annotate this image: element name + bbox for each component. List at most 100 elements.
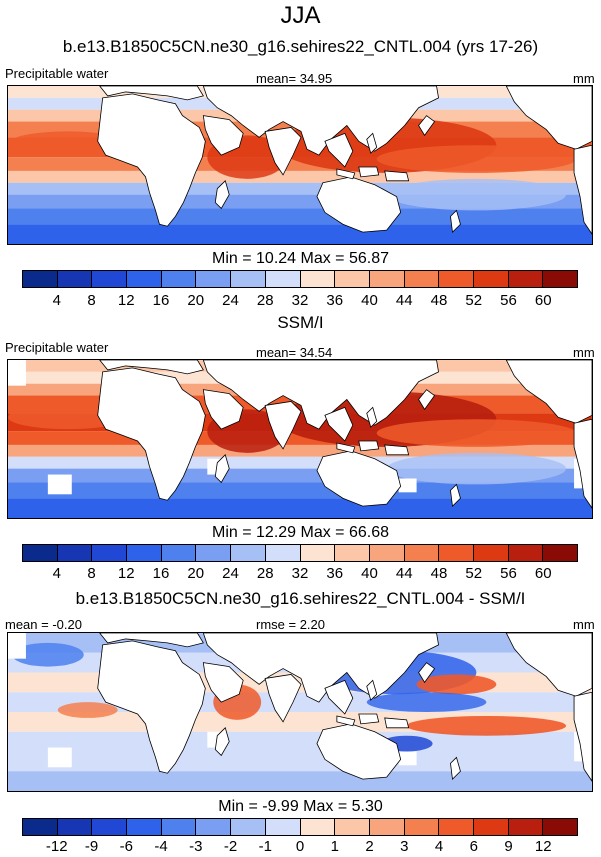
panel-3-min-max: Min = -9.99 Max = 5.30 [218, 798, 383, 815]
colorbar-swatch [543, 819, 577, 835]
land-europe [99, 633, 204, 648]
land-africa [97, 93, 206, 227]
land-indonesia2 [358, 440, 380, 452]
colorbar-tick-label: -4 [154, 838, 168, 855]
colorbar-tick-label: 6 [469, 838, 478, 855]
colorbar-swatch [127, 819, 162, 835]
land-madagascar [214, 180, 230, 210]
colorbar-swatch [161, 271, 197, 287]
panel-1-colorbar [22, 270, 578, 288]
land-namerica [505, 633, 592, 697]
colorbar-tick-label: 4 [434, 838, 444, 855]
colorbar-tick-label: -1 [258, 838, 272, 855]
panel-3-colorbar [22, 818, 578, 836]
panel-3-colorbar-ticks: -12 -9 -6 -4 -3 -2 -1 0 1 2 3 4 6 9 12 [22, 838, 578, 856]
colorbar-swatch [404, 545, 440, 561]
panel-1-map [7, 85, 593, 245]
itcz-plume [376, 419, 577, 447]
colorbar-swatch [127, 545, 162, 561]
colorbar-swatch [404, 271, 440, 287]
land-indonesia1 [336, 715, 356, 727]
ocean-band [8, 771, 592, 791]
colorbar-tick-label: 4 [52, 565, 61, 582]
land-samerica [573, 144, 592, 235]
land-madagascar [214, 727, 230, 757]
colorbar-tick-label: 56 [500, 292, 517, 309]
colorbar-tick-label: 28 [256, 565, 274, 582]
spcz-dry [386, 452, 567, 485]
colorbar-tick-label: 24 [222, 565, 239, 582]
neg-anomaly [366, 692, 487, 712]
colorbar-swatch [300, 545, 336, 561]
colorbar-tick-label: -6 [119, 838, 133, 855]
colorbar-tick-label: 2 [365, 838, 374, 855]
colorbar-swatch [265, 819, 301, 835]
colorbar-swatch [231, 819, 266, 835]
land-philippines [366, 406, 378, 428]
colorbar-swatch [369, 271, 405, 287]
colorbar-swatch [92, 545, 128, 561]
panel-1-title: b.e13.B1850C5CN.ne30_g16.sehires22_CNTL.… [62, 37, 539, 56]
panel-2-units-label: mm [573, 345, 595, 360]
panel-3-title: b.e13.B1850C5CN.ne30_g16.sehires22_CNTL.… [75, 589, 526, 608]
colorbar-swatch [543, 545, 577, 561]
colorbar-tick-label: -12 [45, 838, 68, 855]
colorbar-tick-label: 0 [295, 838, 305, 855]
colorbar-tick-label: 12 [117, 292, 135, 309]
land-asia [202, 86, 439, 156]
atlantic-itcz [8, 131, 128, 156]
colorbar-swatch [439, 545, 474, 561]
colorbar-tick-label: 60 [534, 565, 552, 582]
colorbar-swatch [92, 271, 128, 287]
ocean-band [8, 208, 592, 225]
land-arabia [202, 389, 244, 430]
panel-1-units-label: mm [573, 71, 595, 86]
colorbar-swatch [335, 545, 370, 561]
colorbar-tick-label: -2 [223, 838, 238, 855]
colorbar-tick-label: 32 [291, 565, 309, 582]
colorbar-tick-label: 52 [465, 292, 483, 309]
colorbar-swatch [127, 271, 162, 287]
colorbar-swatch [23, 545, 58, 561]
colorbar-tick-label: 44 [395, 565, 413, 582]
missing-data-mask [47, 747, 72, 768]
land-africa [97, 640, 206, 774]
panel-1-colorbar-ticks: 4 8 12 16 20 24 28 32 36 40 44 48 52 56 60 [22, 292, 578, 310]
panel-1-mean-label: mean= 34.95 [256, 71, 333, 86]
pos-anomaly [416, 674, 497, 695]
main-title: JJA [280, 2, 321, 29]
colorbar-tick-label: -3 [189, 838, 203, 855]
colorbar-swatch [231, 545, 266, 561]
colorbar-tick-label: 20 [187, 292, 205, 309]
ocean-band [8, 444, 592, 457]
land-australia [316, 176, 402, 233]
spcz-dry [386, 178, 567, 211]
panel-2-min-max: Min = 12.29 Max = 66.68 [212, 524, 389, 541]
colorbar-tick-label: 60 [534, 292, 552, 309]
ocean-band [8, 498, 592, 518]
panel-3-map [7, 632, 593, 792]
land-philippines [366, 679, 378, 701]
land-india [264, 674, 302, 723]
land-philippines [366, 132, 378, 154]
pos-anomaly [57, 702, 118, 718]
colorbar-swatch [265, 271, 301, 287]
colorbar-tick-label: 12 [117, 565, 135, 582]
land-samerica [573, 418, 592, 509]
colorbar-swatch [57, 271, 93, 287]
colorbar-swatch [369, 545, 405, 561]
colorbar-swatch [57, 545, 93, 561]
missing-data-mask [8, 360, 26, 386]
colorbar-tick-label: 40 [361, 292, 378, 309]
colorbar-tick-label: 1 [330, 838, 339, 855]
colorbar-swatch [473, 545, 509, 561]
land-japan [418, 389, 436, 411]
colorbar-tick-label: 12 [534, 838, 552, 855]
panel-2-title: SSM/I [277, 313, 324, 332]
land-namerica [505, 86, 592, 150]
land-nz [450, 756, 461, 781]
land-nz [450, 483, 461, 508]
panel-3-mean-label: mean = -0.20 [5, 617, 82, 632]
panel-2-map [7, 359, 593, 519]
colorbar-swatch [57, 819, 93, 835]
